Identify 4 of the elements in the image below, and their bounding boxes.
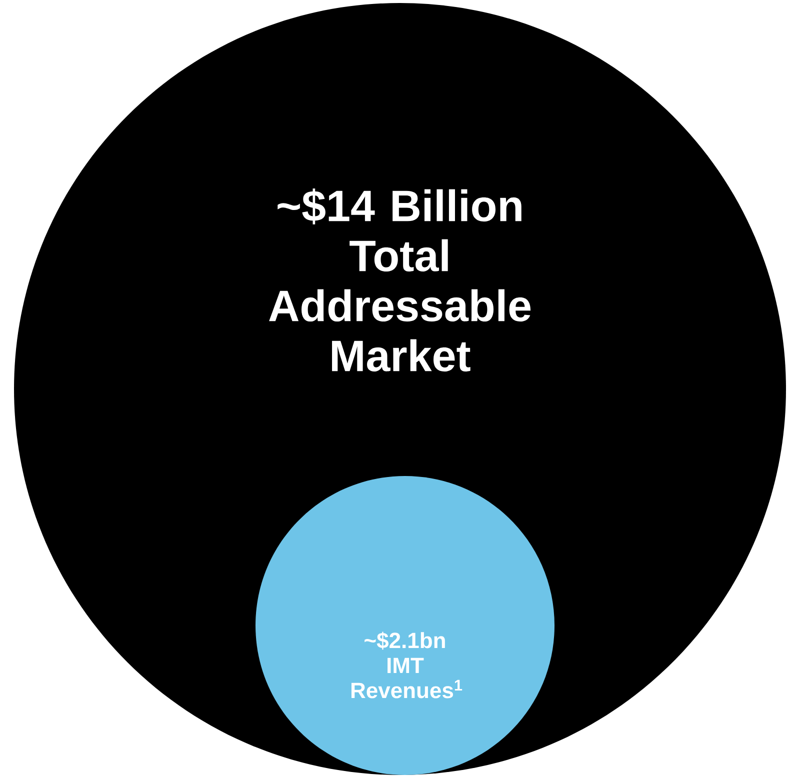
category-label: IMT Revenues$^{1}$: [351, 658, 462, 698]
data-label: ~$2.1bn: [364, 632, 445, 650]
data-label: ~$14 Billion: [278, 188, 522, 224]
category-label: Total Addressable Market: [269, 239, 531, 372]
